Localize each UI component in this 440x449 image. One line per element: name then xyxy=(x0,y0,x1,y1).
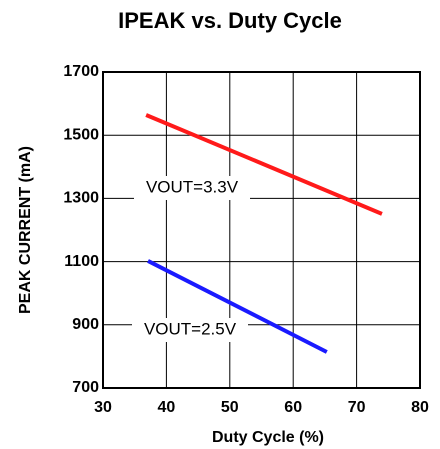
plot-border xyxy=(102,71,421,389)
series-line xyxy=(147,259,328,354)
y-tick-label: 1700 xyxy=(63,63,99,80)
series-line xyxy=(145,113,383,216)
x-tick-label: 40 xyxy=(158,399,176,416)
x-tick-label: 60 xyxy=(284,399,302,416)
chart-title: IPEAK vs. Duty Cycle xyxy=(118,8,342,33)
x-tick-label: 30 xyxy=(94,399,112,416)
y-axis-title: PEAK CURRENT (mA) xyxy=(17,146,34,314)
y-tick-label: 700 xyxy=(72,379,99,396)
x-tick-label: 50 xyxy=(221,399,239,416)
label-background xyxy=(134,176,250,200)
x-tick-label: 70 xyxy=(348,399,366,416)
x-tick-label: 80 xyxy=(411,399,429,416)
y-tick-label: 900 xyxy=(72,316,99,333)
series-label: VOUT=2.5V xyxy=(144,319,237,338)
y-tick-label: 1300 xyxy=(63,190,99,207)
y-tick-label: 1500 xyxy=(63,126,99,143)
x-axis-title: Duty Cycle (%) xyxy=(212,429,324,446)
series-label: VOUT=3.3V xyxy=(146,177,239,196)
y-tick-label: 1100 xyxy=(64,253,99,270)
label-background xyxy=(132,318,248,342)
